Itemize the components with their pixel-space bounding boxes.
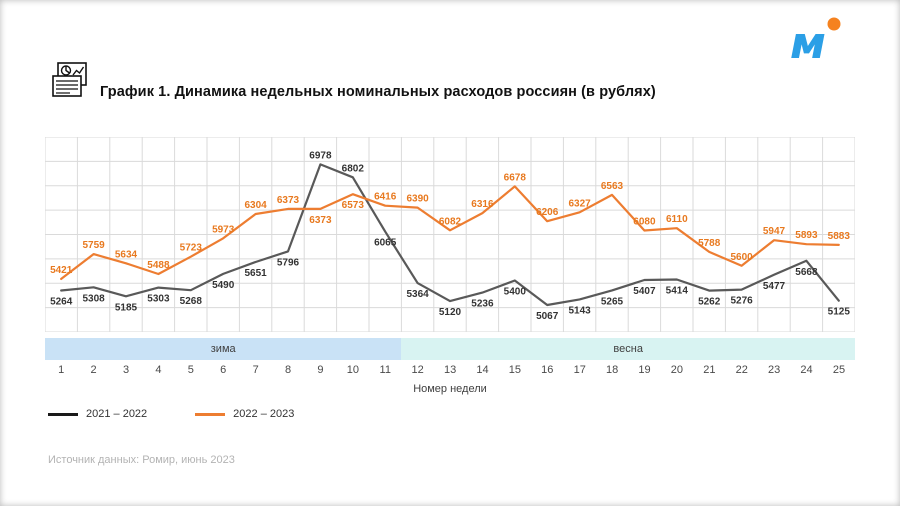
data-label: 6316 (471, 199, 494, 210)
week-tick: 17 (573, 364, 586, 376)
season-band-зима: зима (45, 338, 402, 360)
data-label: 5303 (147, 294, 170, 305)
week-tick: 3 (122, 364, 130, 376)
data-label: 5600 (730, 252, 753, 263)
legend-label: 2021 – 2022 (86, 408, 148, 420)
legend-label: 2022 – 2023 (233, 408, 295, 420)
week-tick: 4 (155, 364, 162, 376)
week-tick: 14 (476, 364, 489, 376)
data-label: 6573 (342, 200, 365, 211)
data-label: 5893 (795, 230, 818, 241)
week-tick: 22 (735, 364, 748, 376)
data-label: 5407 (633, 286, 656, 297)
week-tick: 2 (90, 364, 97, 376)
legend-item-2022-2023: 2022 – 2023 (195, 408, 294, 420)
week-tick: 25 (832, 364, 846, 376)
week-tick: 18 (605, 364, 619, 376)
data-label: 5634 (115, 249, 138, 260)
data-label: 5788 (698, 238, 721, 249)
week-tick: 24 (800, 364, 813, 376)
data-label: 6678 (504, 172, 527, 183)
data-label: 5120 (439, 307, 462, 318)
data-label: 5488 (147, 260, 170, 271)
week-tick: 10 (346, 364, 359, 376)
data-label: 5400 (504, 287, 527, 298)
week-tick: 20 (670, 364, 684, 376)
data-label: 5268 (180, 296, 203, 307)
document-chart-icon (50, 60, 90, 108)
legend-line-swatch (48, 412, 78, 416)
data-label: 6206 (536, 207, 559, 218)
data-label: 5143 (568, 305, 591, 316)
legend: 2021 – 2022 2022 – 2023 (48, 408, 294, 420)
data-label: 6327 (568, 198, 591, 209)
data-label: 5276 (730, 296, 753, 307)
brand-m-logo: м (782, 14, 868, 69)
week-tick: 11 (379, 364, 391, 376)
data-label: 5067 (536, 311, 559, 322)
week-tick: 19 (638, 364, 651, 376)
source-note: Источник данных: Ромир, июнь 2023 (48, 454, 235, 466)
data-label: 5262 (698, 297, 721, 308)
data-label: 5125 (828, 307, 851, 318)
week-tick: 7 (252, 364, 259, 376)
data-label: 5973 (212, 224, 235, 235)
week-tick: 21 (703, 364, 716, 376)
x-axis-ticks: 1 2 3 4 5 6 7 8 9 10 11 12 13 14 15 16 17 18 19 20 21 22 23 24 2… (45, 364, 855, 376)
data-label: 5185 (115, 302, 138, 313)
series-line-2021-2022 (60, 163, 840, 307)
week-tick: 13 (443, 364, 457, 376)
week-tick: 12 (411, 364, 424, 376)
data-label: 6416 (374, 192, 397, 203)
week-tick: 6 (220, 364, 227, 376)
data-label: 6080 (633, 217, 656, 228)
data-label: 5308 (82, 293, 105, 304)
data-label: 5490 (212, 280, 235, 291)
x-axis-label: Номер недели (413, 383, 487, 395)
data-label: 5723 (180, 243, 203, 254)
data-label: 6802 (342, 163, 365, 174)
week-tick: 9 (317, 364, 324, 376)
week-tick: 8 (284, 364, 292, 376)
week-tick: 23 (768, 364, 781, 376)
chart-title: График 1. Динамика недельных номинальных… (100, 84, 656, 100)
data-label: 5759 (82, 240, 105, 251)
week-tick: 15 (508, 364, 522, 376)
data-label: 6065 (374, 238, 397, 249)
season-band-весна: весна (401, 338, 855, 360)
data-label: 5651 (244, 268, 267, 279)
week-tick: 5 (187, 364, 194, 376)
svg-text:м: м (790, 18, 826, 66)
weekly-expenses-line-chart: 5264 5308 5185 5303 5268 5490 5651 5796 6978 6802… (45, 137, 855, 395)
data-label: 5236 (471, 299, 494, 310)
data-label: 6082 (439, 216, 462, 227)
data-label: 5668 (795, 267, 818, 278)
data-label: 6373 (277, 195, 300, 206)
data-label: 5265 (601, 296, 624, 307)
data-label: 5421 (50, 265, 73, 276)
data-label: 6390 (406, 194, 429, 205)
week-tick: 16 (541, 364, 554, 376)
data-label: 6110 (666, 214, 688, 225)
data-label: 6978 (309, 150, 332, 161)
data-label: 5477 (763, 281, 786, 292)
season-bands: зима весна (45, 338, 855, 360)
series-line-2022-2023 (60, 185, 840, 280)
plot-area: 5264 5308 5185 5303 5268 5490 5651 5796 6978 6802… (45, 137, 855, 332)
data-label: 6373 (309, 215, 332, 226)
data-label: 5883 (828, 231, 851, 242)
data-label: 5364 (406, 289, 429, 300)
data-label: 5796 (277, 257, 300, 268)
data-label: 5947 (763, 226, 786, 237)
data-label: 5264 (50, 297, 73, 308)
data-label: 5414 (666, 286, 689, 297)
data-label: 6563 (601, 181, 624, 192)
legend-line-swatch (195, 412, 226, 416)
data-label: 6304 (244, 200, 267, 211)
week-tick: 1 (58, 364, 65, 376)
legend-item-2021-2022: 2021 – 2022 (48, 408, 147, 420)
